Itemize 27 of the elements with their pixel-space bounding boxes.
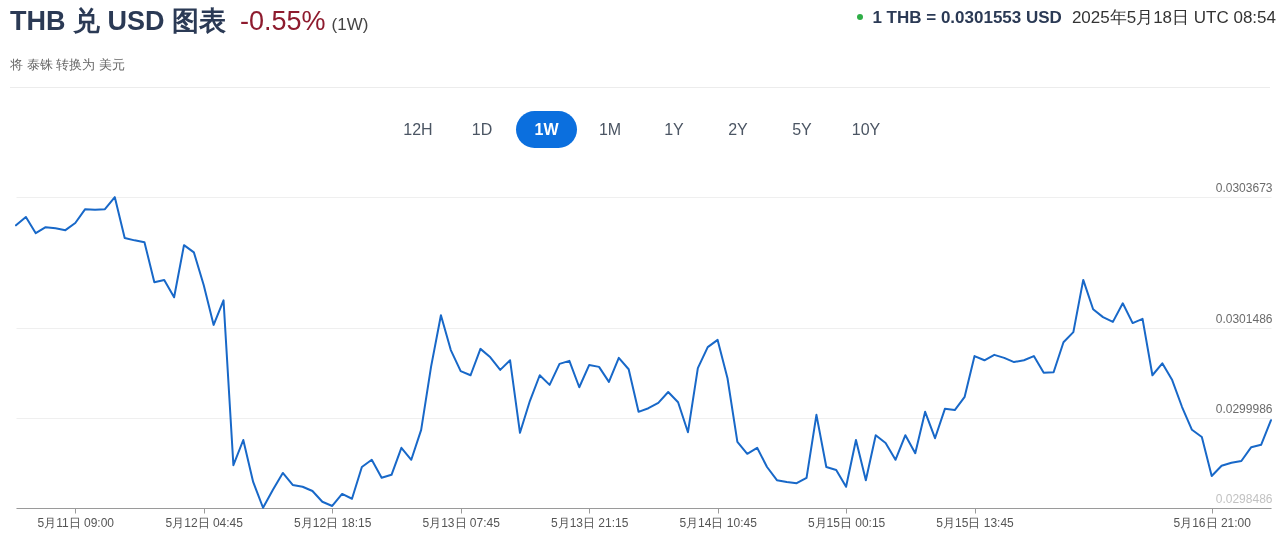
y-tick-label: 0.0299986 [1215,401,1273,416]
text: 1M [597,120,623,140]
x-tick-label: 5月13日 21:15 [550,515,629,530]
text: 1D [470,120,494,140]
text: 12H [402,120,434,140]
x-tick-label: 5月12日 18:15 [294,515,372,530]
x-tick-label: 5月11日 09:00 [37,515,115,530]
text: 1 THB = 0.0301553 USD [872,8,1062,27]
text: 5Y [791,120,813,140]
x-tick-label: 5月16日 21:00 [1173,515,1252,530]
text: -0.55% [240,6,326,36]
chart-subtitle: 将 泰铢 转换为 美元 [10,57,125,73]
text: 2025年5月18日 UTC 08:54 [1071,8,1276,27]
text: 1Y [663,120,685,140]
text: 10Y [850,120,882,140]
x-tick-label: 5月12日 04:45 [165,515,244,530]
text: (1W) [331,15,369,34]
x-tick-label: 5月15日 00:15 [807,515,886,530]
x-tick-label: 5月15日 13:45 [936,515,1015,530]
y-tick-label: 0.0301486 [1215,311,1273,326]
y-tick-label: 0.0298486 [1215,491,1273,506]
selected-range-button: 1W [516,111,577,148]
x-tick-label: 5月14日 10:45 [679,515,758,530]
text: 2Y [727,120,749,140]
y-tick-label: 0.0303673 [1215,180,1273,195]
x-tick-label: 5月13日 07:45 [422,515,501,530]
chart-title: THB 兑 USD 图表 [10,6,226,36]
